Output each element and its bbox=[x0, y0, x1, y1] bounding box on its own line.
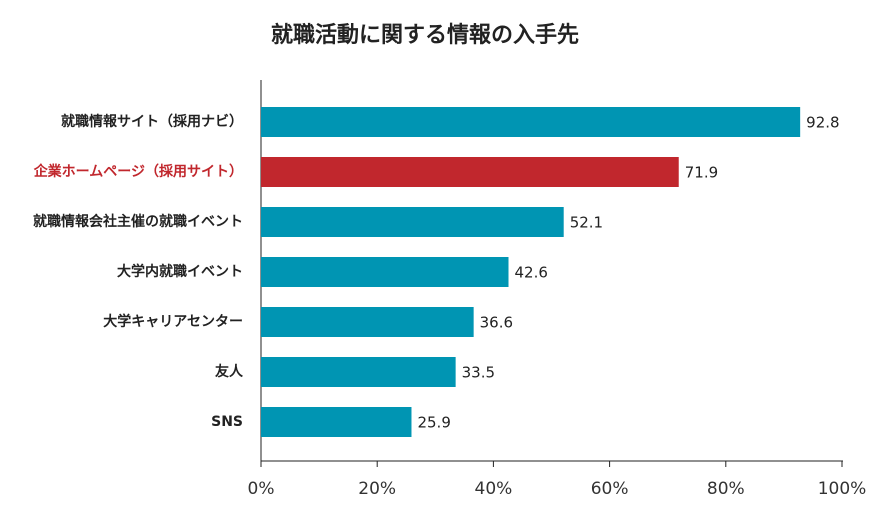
value-label: 25.9 bbox=[417, 414, 450, 432]
value-label: 42.6 bbox=[515, 264, 548, 282]
x-tick-label: 40% bbox=[475, 479, 513, 499]
y-tick-label: 就職情報サイト（採用ナビ） bbox=[61, 113, 243, 130]
bar bbox=[261, 407, 412, 437]
y-tick-label: 大学内就職イベント bbox=[117, 263, 243, 280]
y-tick-label: 友人 bbox=[215, 363, 244, 380]
value-label: 33.5 bbox=[462, 364, 495, 382]
y-tick-label: 大学キャリアセンター bbox=[103, 313, 243, 330]
chart-title: 就職活動に関する情報の入手先 bbox=[271, 22, 579, 48]
bar bbox=[261, 157, 679, 187]
value-label: 92.8 bbox=[806, 114, 839, 132]
value-label: 52.1 bbox=[570, 214, 603, 232]
y-tick-label: SNS bbox=[211, 414, 243, 430]
x-tick-label: 20% bbox=[358, 479, 396, 499]
bar bbox=[261, 307, 474, 337]
y-tick-label: 就職情報会社主催の就職イベント bbox=[33, 213, 243, 230]
bar bbox=[261, 207, 564, 237]
bar bbox=[261, 107, 801, 137]
x-tick-label: 80% bbox=[707, 479, 745, 499]
x-tick-label: 100% bbox=[818, 479, 867, 499]
y-tick-label: 企業ホームページ（採用サイト） bbox=[33, 163, 243, 180]
bar bbox=[261, 257, 509, 287]
bar bbox=[261, 357, 456, 387]
value-label: 36.6 bbox=[480, 314, 513, 332]
x-tick-label: 60% bbox=[591, 479, 629, 499]
x-tick-label: 0% bbox=[248, 479, 275, 499]
value-label: 71.9 bbox=[685, 164, 718, 182]
